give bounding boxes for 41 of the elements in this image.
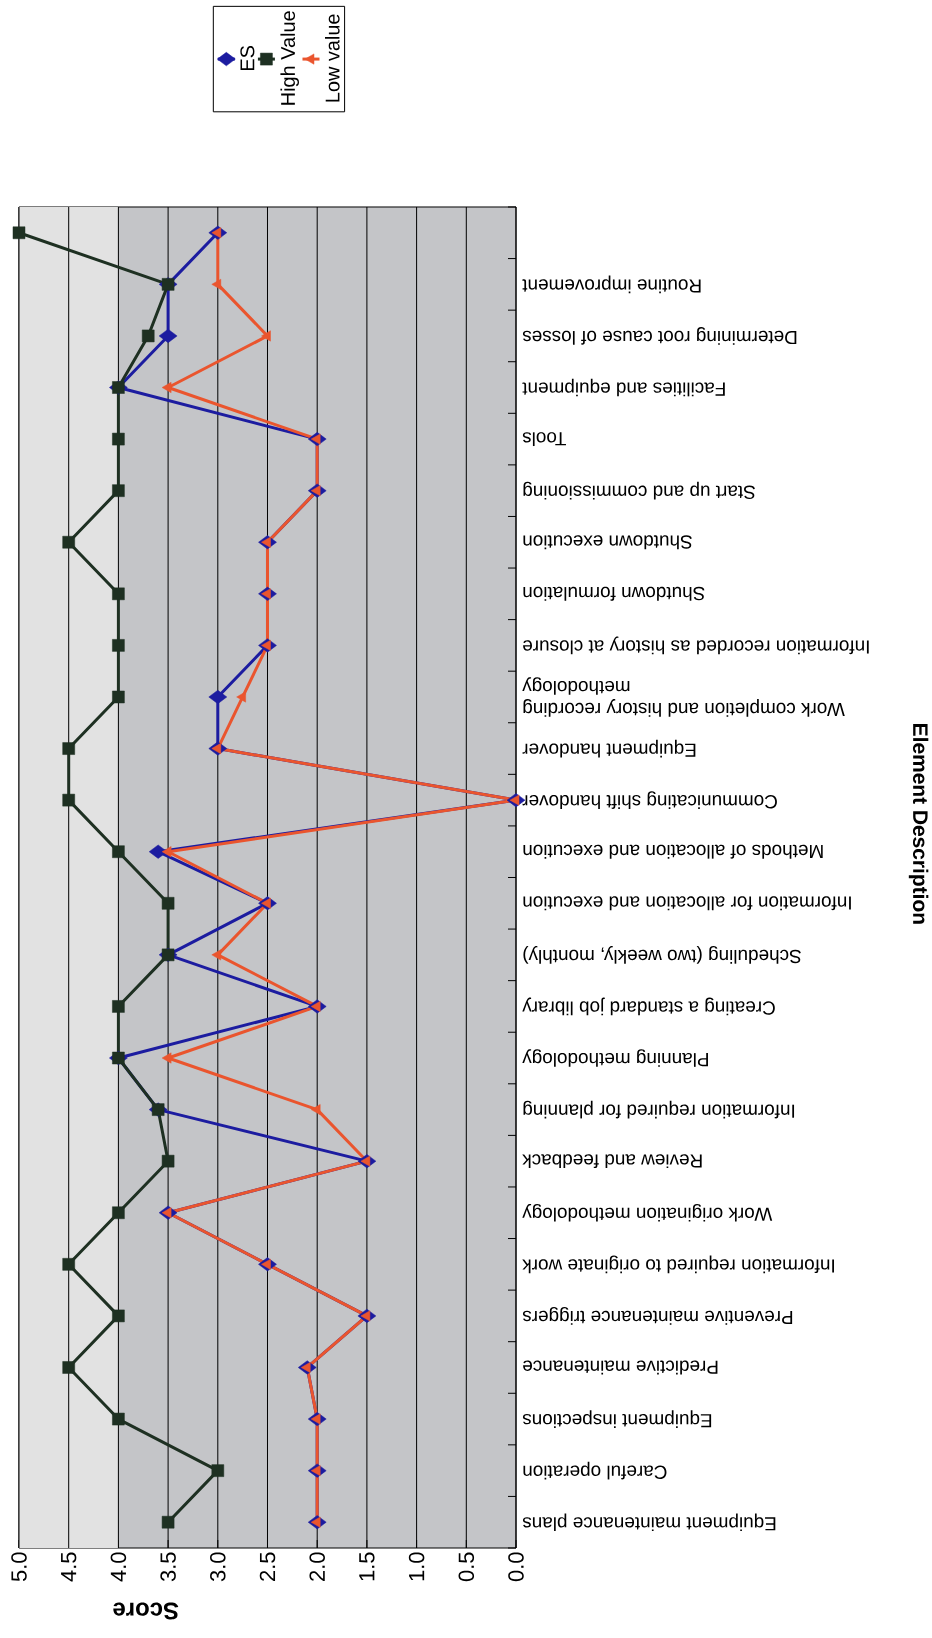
y-tick-label: Shutdown formulation: [523, 586, 705, 601]
y-tick-label: Facilities and equipment: [522, 378, 725, 397]
y-tick-label: Work completion and history recording methodology: [522, 677, 845, 717]
y-tick-label: Predictive maintenance: [523, 1360, 718, 1375]
y-tick-label: Information recorded as history at closure: [523, 636, 869, 655]
y-tick-label: Review and feedback: [522, 1154, 702, 1169]
x-tick-label: 4.0: [110, 1552, 127, 1582]
y-tick-label: Start up and commissioning: [523, 481, 755, 500]
y-tick-label: Equipment maintenance plans: [522, 1513, 776, 1532]
y-tick-label: Equipment inspections: [522, 1410, 712, 1428]
y-tick-label: Communicating shift handover: [522, 791, 777, 809]
y-tick-label: Careful operation: [523, 1461, 667, 1480]
legend-label: High Value: [280, 11, 299, 105]
x-tick-label: 4.5: [61, 1552, 77, 1582]
legend-label: ES: [240, 45, 255, 70]
y-tick-label: Information for allocation and execution: [523, 896, 851, 911]
x-tick-label: 1.0: [408, 1552, 425, 1581]
x-tick-label: 0.0: [508, 1552, 524, 1582]
y-tick-label: Information required to originate work: [522, 1255, 834, 1274]
x-tick-label: 2.5: [259, 1552, 276, 1581]
legend-label: Low value: [324, 14, 340, 102]
y-tick-label: Shutdown execution: [523, 535, 692, 550]
x-tick-label: 0.5: [458, 1552, 475, 1582]
y-tick-label: Routine improvement: [522, 275, 701, 294]
y-tick-label: Scheduling (two weekly, monthly): [523, 946, 801, 964]
x-tick-label: 1.5: [359, 1552, 375, 1581]
x-tick-label: 5.0: [11, 1552, 27, 1582]
x-tick-label: 2.0: [309, 1552, 325, 1581]
y-tick-label: Planning methodology: [522, 1049, 708, 1067]
y-tick-label: Work origination methodology: [522, 1203, 773, 1222]
y-tick-label: Preventive maintenance triggers: [522, 1307, 793, 1325]
y-tick-label: Determining root cause of losses: [522, 327, 797, 345]
x-axis-title: Score: [113, 1602, 179, 1620]
x-tick-label: 3.5: [160, 1552, 176, 1582]
y-tick-label: Equipment handover: [522, 739, 696, 758]
x-tick-label: 3.0: [210, 1552, 226, 1582]
y-tick-label: Information required for planning: [523, 1100, 795, 1119]
y-tick-label: Tools: [522, 432, 566, 447]
y-axis-title: Element Description: [908, 724, 929, 924]
y-tick-label: Methods of allocation and execution: [523, 844, 823, 859]
y-tick-label: Creating a standard job library: [522, 997, 775, 1016]
